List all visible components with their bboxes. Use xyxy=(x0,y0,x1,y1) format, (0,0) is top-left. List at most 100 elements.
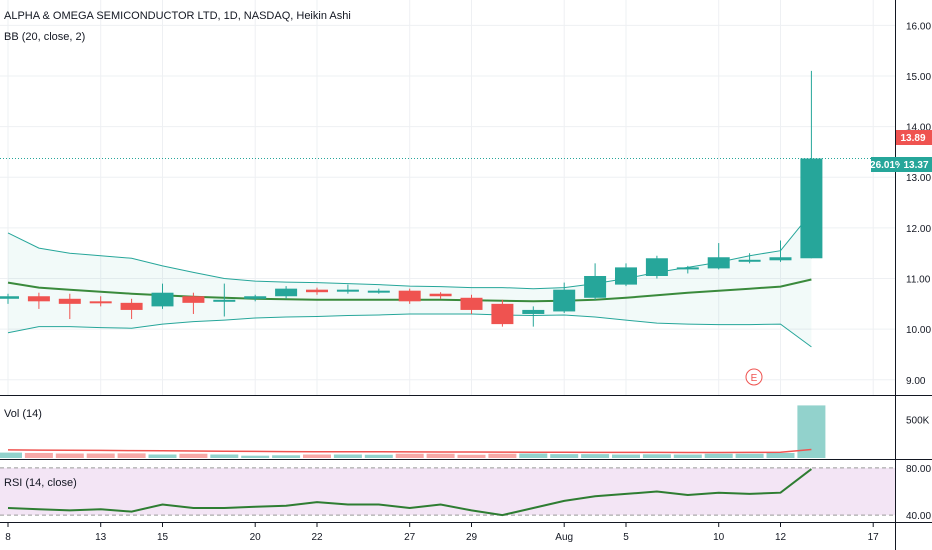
volume-bar xyxy=(766,452,795,458)
volume-pane[interactable] xyxy=(0,396,895,459)
candle xyxy=(27,292,50,309)
change-tag-text: 26.01% xyxy=(870,160,904,171)
volume-bar xyxy=(612,454,640,458)
candle-body xyxy=(182,296,205,303)
time-tick-label: 12 xyxy=(775,532,787,543)
candle xyxy=(460,294,483,314)
price-tick-label: 14.00 xyxy=(906,123,931,134)
candle-body xyxy=(707,257,730,269)
volume-bar xyxy=(550,454,579,458)
candle xyxy=(275,286,298,299)
candle xyxy=(522,306,545,327)
volume-indicator-label[interactable]: Vol (14) xyxy=(4,408,42,420)
candle-body xyxy=(0,296,19,299)
candle-body xyxy=(584,275,607,298)
volume-axis[interactable]: 500K xyxy=(906,415,930,426)
candle-body xyxy=(429,293,452,297)
candle xyxy=(429,292,452,299)
high-tag-text: 13.89 xyxy=(900,133,925,144)
time-tick-label: 22 xyxy=(311,532,323,543)
change-tag-bg xyxy=(871,157,903,172)
price-tick-label: 9.00 xyxy=(906,376,926,387)
volume-bar xyxy=(117,453,146,458)
earnings-letter: E xyxy=(751,373,758,384)
volume-bar xyxy=(303,454,331,458)
bb-lower-line xyxy=(7,313,812,348)
time-tick-label: 5 xyxy=(623,532,629,543)
time-tick-label: Aug xyxy=(555,532,573,543)
candle-body xyxy=(769,257,792,261)
candle xyxy=(120,298,143,320)
last-tag-bg xyxy=(900,157,932,172)
main-pane-bg xyxy=(0,0,895,395)
earnings-circle xyxy=(745,368,763,386)
bb-indicator-label[interactable]: BB (20, close, 2) xyxy=(4,31,85,43)
volume-bar xyxy=(86,453,115,458)
rsi-tick-label: 80.00 xyxy=(906,464,931,475)
candle-body xyxy=(213,299,236,302)
time-tick-label: 10 xyxy=(713,532,725,543)
volume-bar xyxy=(272,455,301,458)
candle-body xyxy=(553,289,576,312)
price-axis[interactable]: 9.00 10.00 11.00 12.00 13.00 14.00 15.00 16.00 xyxy=(906,21,931,386)
candle-body xyxy=(460,297,483,310)
candle-body xyxy=(306,289,328,293)
candles xyxy=(0,70,823,327)
candle xyxy=(0,293,19,304)
volume-bar xyxy=(24,452,53,458)
volume-bar xyxy=(241,455,270,458)
candle xyxy=(306,287,328,295)
volume-bar xyxy=(642,454,671,458)
time-tick-label: 17 xyxy=(868,532,880,543)
candle xyxy=(707,243,730,270)
volume-bar xyxy=(395,453,424,458)
high-tag-bg xyxy=(896,130,932,145)
candle-body xyxy=(275,288,298,297)
volume-bar xyxy=(55,453,84,458)
candle-body xyxy=(336,289,359,292)
last-tag-text: 13.37 xyxy=(903,160,928,171)
candle xyxy=(213,283,236,317)
candle xyxy=(336,284,359,294)
candle-body xyxy=(89,301,112,304)
time-tick-label: 15 xyxy=(157,532,169,543)
candle xyxy=(151,283,174,309)
candle xyxy=(769,240,792,262)
volume-bar xyxy=(488,453,517,458)
candle-body xyxy=(244,296,267,299)
volume-bar xyxy=(0,452,22,458)
high-price-tag: 13.89 xyxy=(896,130,932,145)
time-tick-label: 13 xyxy=(95,532,107,543)
earnings-marker[interactable]: E xyxy=(745,368,763,386)
candle-body xyxy=(738,259,761,262)
candle xyxy=(645,255,668,279)
chart-title: ALPHA & OMEGA SEMICONDUCTOR LTD, 1D, NAS… xyxy=(4,10,351,22)
candle-body xyxy=(645,258,668,276)
price-tick-label: 11.00 xyxy=(906,275,931,286)
rsi-pane[interactable] xyxy=(0,460,895,522)
volume-bar xyxy=(457,454,486,458)
price-tick-label: 16.00 xyxy=(906,21,931,32)
volume-bar xyxy=(179,453,208,458)
volume-bar xyxy=(210,454,239,458)
time-tick-label: 8 xyxy=(5,532,11,543)
candle xyxy=(182,292,205,314)
time-tick-label: 27 xyxy=(404,532,416,543)
time-axis[interactable]: 8 13 15 20 22 27 29 Aug 5 10 12 17 xyxy=(5,522,879,543)
candle xyxy=(398,288,421,304)
candle xyxy=(615,263,637,287)
candle xyxy=(244,294,267,302)
price-tick-label: 12.00 xyxy=(906,224,931,235)
rsi-axis[interactable]: 80.00 40.00 xyxy=(906,464,931,522)
volume-bar xyxy=(735,453,764,458)
rsi-tick-label: 40.00 xyxy=(906,511,931,522)
candle xyxy=(58,293,81,320)
rsi-indicator-label[interactable]: RSI (14, close) xyxy=(4,477,77,489)
rsi-band xyxy=(0,467,895,516)
volume-bar xyxy=(673,454,702,458)
candle xyxy=(553,282,576,313)
last-price-tag: 26.01% 13.37 xyxy=(870,157,932,172)
price-tick-label: 15.00 xyxy=(906,72,931,83)
candle xyxy=(367,288,390,294)
